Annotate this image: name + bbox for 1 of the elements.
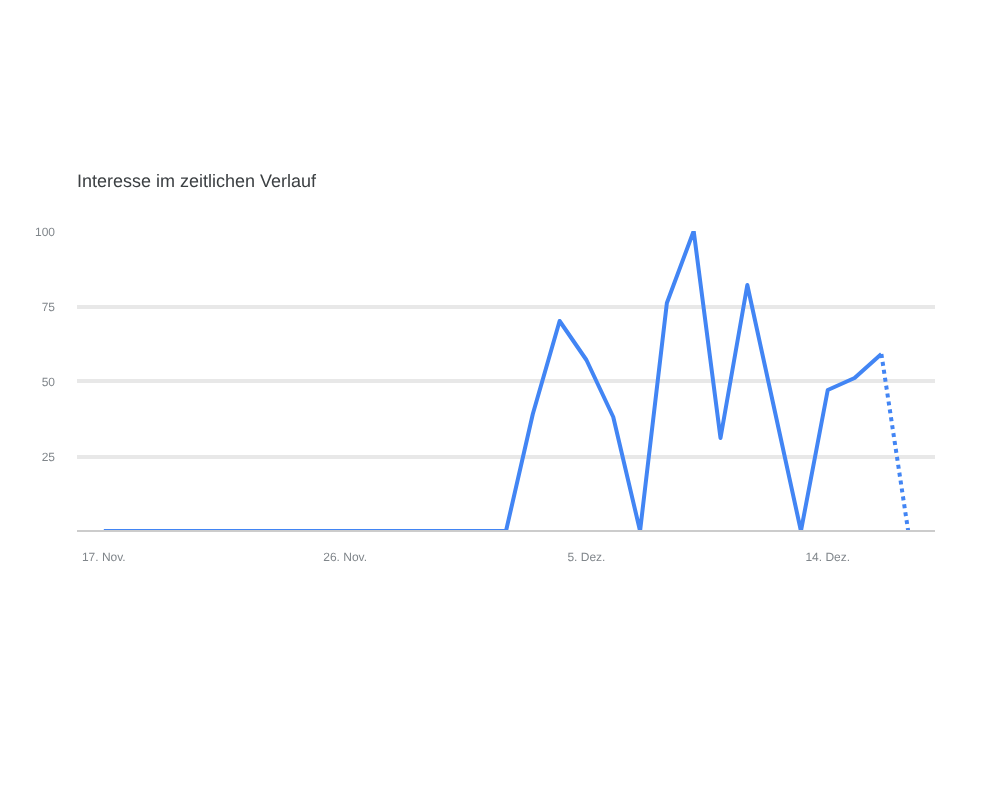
- chart-title: Interesse im zeitlichen Verlauf: [77, 171, 318, 191]
